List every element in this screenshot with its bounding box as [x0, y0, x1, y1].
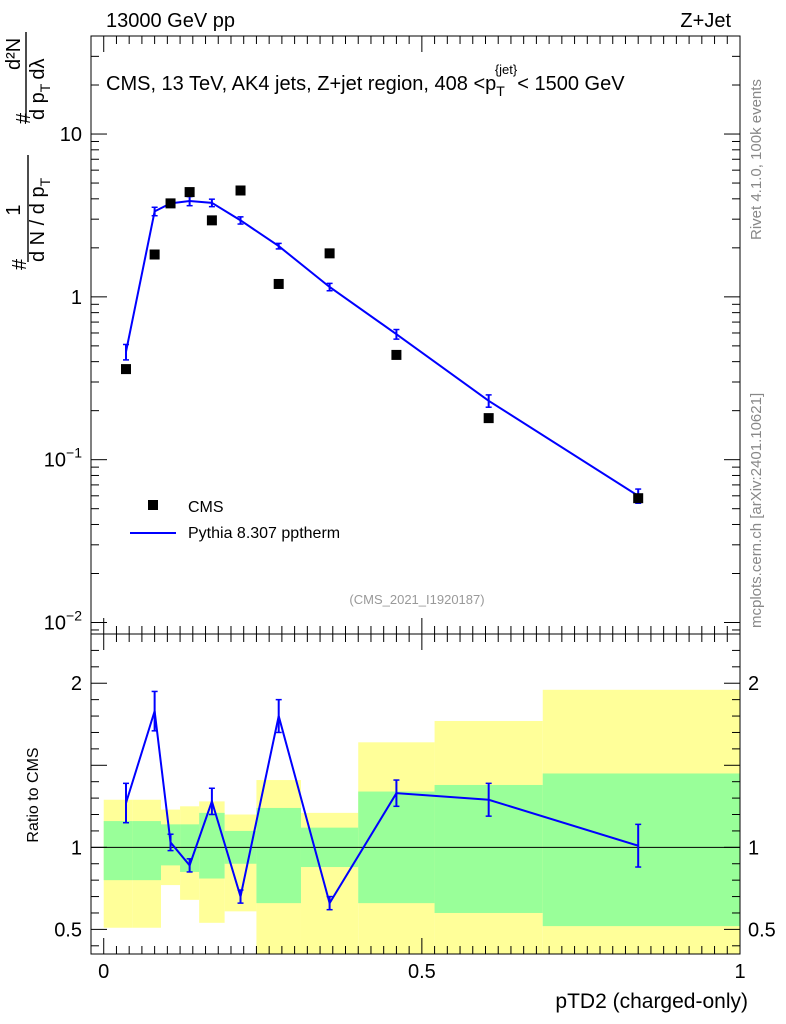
legend-pythia-label: Pythia 8.307 pptherm — [188, 525, 340, 542]
ratio-y-tick-label-right: 0.5 — [748, 919, 776, 941]
y-tick-label: 10−2 — [44, 608, 82, 635]
stat-uncertainty-band — [132, 821, 161, 881]
ratio-plot-panel: 0.5 0.51 12 20 0.5 1 Ratio to CMS pTD2 (charg… — [25, 633, 776, 1013]
ratio-y-tick-label-right: 2 — [748, 673, 759, 695]
title-sub: T — [496, 83, 505, 99]
ylabel-dn-dpt: d N / d pT — [27, 177, 53, 262]
main-ticks — [91, 35, 741, 634]
pythia-line — [125, 199, 639, 497]
stat-uncertainty-band — [103, 821, 133, 881]
cms-data-point — [324, 248, 335, 259]
x-tick-label: 0 — [98, 961, 109, 983]
cms-data-point — [483, 413, 494, 424]
main-title: CMS, 13 TeV, AK4 jets, Z+jet region, 408… — [106, 62, 625, 99]
main-y-axis-label: # 1 d N / d pT # d²N d pTdλ — [3, 32, 53, 270]
ratio-y-tick-label-right: 1 — [748, 837, 759, 859]
ratio-y-tick-label: 2 — [71, 673, 82, 695]
main-plot-frame — [90, 35, 741, 635]
title-post: < 1500 GeV — [517, 73, 625, 95]
ratio-y-axis-label: Ratio to CMS — [25, 747, 42, 842]
ratio-uncertainty-bands — [103, 689, 740, 954]
stat-uncertainty-band — [256, 807, 301, 904]
y-tick-label-base: 1 — [71, 287, 82, 309]
mcplots-label: mcplots.cern.ch [arXiv:2401.10621] — [748, 393, 765, 628]
cms-data-point — [235, 185, 246, 196]
reference-label: (CMS_2021_I1920187) — [349, 592, 484, 607]
cms-data-point — [391, 349, 402, 360]
x-tick-label: 0.5 — [408, 961, 436, 983]
y-tick-label-exponent: −2 — [66, 608, 82, 624]
ratio-y-tick-label: 0.5 — [54, 919, 82, 941]
legend-cms-label: CMS — [188, 499, 224, 516]
y-tick-label-base: 10 — [60, 124, 82, 146]
y-tick-label-exponent: −1 — [66, 445, 82, 461]
ratio-tick-labels: 0.5 0.51 12 20 0.5 1 — [54, 673, 776, 983]
x-tick-label: 1 — [734, 961, 745, 983]
cms-data-point — [633, 493, 644, 504]
cms-data-point — [120, 364, 131, 375]
cms-data-point — [273, 278, 284, 289]
ylabel-dpt-dlambda: d pTdλ — [27, 59, 53, 121]
y-tick-label-base: 10 — [44, 450, 66, 472]
ylabel-dp-sub: T — [37, 83, 53, 92]
cms-data-point — [149, 249, 160, 260]
stat-uncertainty-band — [199, 812, 225, 879]
y-tick-label-base: 10 — [44, 613, 66, 635]
y-tick-label: 10 — [60, 124, 82, 146]
ratio-data-marks — [122, 690, 642, 911]
stat-uncertainty-band — [542, 773, 740, 927]
energy-label: 13000 GeV pp — [106, 10, 235, 32]
x-axis-label: pTD2 (charged-only) — [555, 990, 748, 1013]
ylabel-dn-dpt-sub: T — [37, 177, 53, 186]
process-label: Z+Jet — [680, 10, 731, 32]
ylabel-hash-mid: # — [13, 112, 35, 124]
main-data-marks — [120, 185, 644, 505]
cms-data-point — [165, 198, 176, 209]
ylabel-one: 1 — [3, 204, 25, 215]
ylabel-dn-dpt-text: d N / d p — [27, 186, 49, 262]
y-tick-label: 1 — [71, 287, 82, 309]
cms-data-point — [206, 215, 217, 226]
y-tick-label: 10−1 — [44, 445, 82, 472]
ratio-plot-frame — [90, 633, 741, 955]
rivet-label: Rivet 4.1.0, 100k events — [748, 79, 765, 240]
title-sup: {jet} — [495, 62, 518, 77]
ylabel-dp: d p — [27, 92, 49, 120]
cms-data-point — [184, 187, 195, 198]
title-pre: CMS, 13 TeV, AK4 jets, Z+jet region, 408… — [106, 73, 496, 95]
ylabel-hash-left: # — [9, 258, 31, 270]
legend-cms-marker — [148, 500, 158, 510]
ylabel-dlambda: dλ — [27, 59, 49, 80]
ratio-y-tick-label: 1 — [71, 837, 82, 859]
ylabel-d2n: d²N — [3, 38, 25, 70]
